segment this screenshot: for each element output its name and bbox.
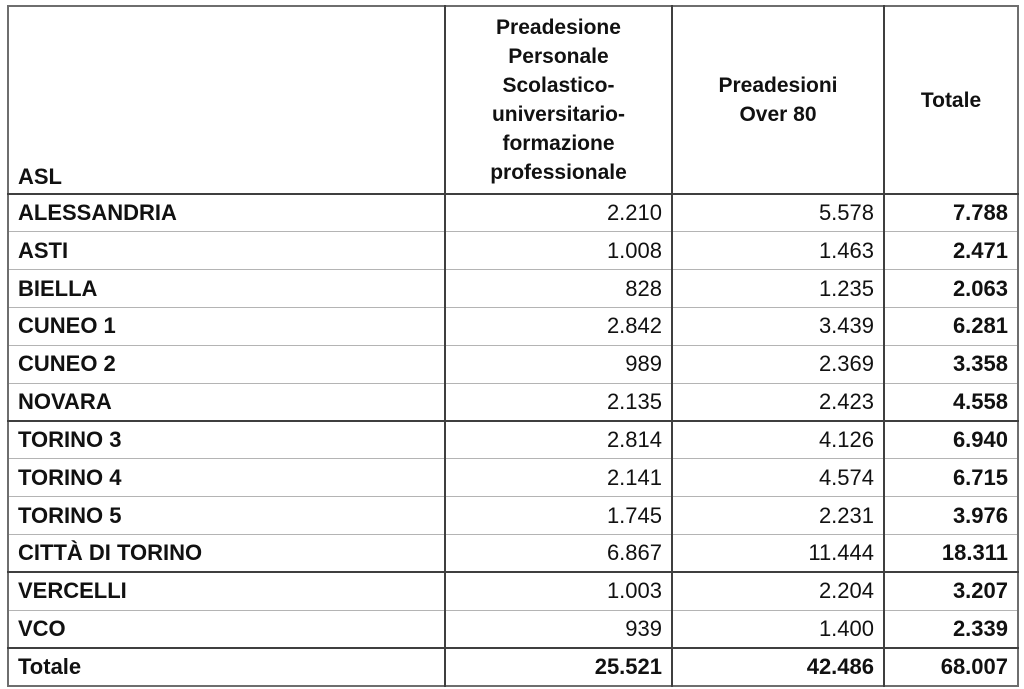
over80-value-cell: 1.463 bbox=[671, 231, 884, 270]
header-row: ASL Preadesione Personale Scolastico- un… bbox=[8, 6, 1018, 194]
school-value-cell: 2.141 bbox=[444, 458, 672, 497]
table-row: TORINO 4 2.141 4.574 6.715 bbox=[8, 458, 1018, 497]
school-value-cell: 1.003 bbox=[444, 572, 672, 611]
over80-value-cell: 1.400 bbox=[671, 610, 884, 648]
over80-value-cell: 2.231 bbox=[671, 496, 884, 535]
table-row: CUNEO 1 2.842 3.439 6.281 bbox=[8, 307, 1018, 346]
table-row: VCO 939 1.400 2.339 bbox=[8, 610, 1018, 648]
totale-value-cell: 7.788 bbox=[883, 194, 1018, 232]
asl-name-cell: CUNEO 1 bbox=[18, 313, 116, 339]
table-row: CUNEO 2 989 2.369 3.358 bbox=[8, 345, 1018, 384]
school-value-cell: 1.008 bbox=[444, 231, 672, 270]
total-row-label: Totale bbox=[18, 654, 82, 679]
over80-value-cell: 2.423 bbox=[671, 383, 884, 421]
school-value-cell: 1.745 bbox=[444, 496, 672, 535]
asl-name-cell: ALESSANDRIA bbox=[18, 200, 177, 226]
asl-name-cell: VERCELLI bbox=[18, 578, 127, 604]
asl-name-cell: CITTÀ DI TORINO bbox=[18, 540, 203, 566]
total-row: Totale 25.521 42.486 68.007 bbox=[8, 648, 1018, 686]
asl-name-cell: TORINO 4 bbox=[18, 464, 122, 490]
table-row: VERCELLI 1.003 2.204 3.207 bbox=[8, 572, 1018, 611]
table-row: TORINO 5 1.745 2.231 3.976 bbox=[8, 496, 1018, 535]
asl-name-cell: VCO bbox=[18, 615, 66, 641]
table-row: NOVARA 2.135 2.423 4.558 bbox=[8, 383, 1018, 421]
column-header-school: Preadesione Personale Scolastico- univer… bbox=[444, 6, 672, 194]
total-grand-value: 68.007 bbox=[883, 648, 1018, 686]
totale-value-cell: 2.471 bbox=[883, 231, 1018, 270]
totale-value-cell: 3.976 bbox=[883, 496, 1018, 535]
asl-name-cell: TORINO 3 bbox=[18, 427, 122, 453]
over80-value-cell: 1.235 bbox=[671, 269, 884, 308]
over80-value-cell: 3.439 bbox=[671, 307, 884, 346]
school-value-cell: 2.210 bbox=[444, 194, 672, 232]
asl-name-cell: BIELLA bbox=[18, 275, 98, 301]
table-row: ASTI 1.008 1.463 2.471 bbox=[8, 231, 1018, 270]
column-header-asl: ASL bbox=[18, 164, 62, 189]
table-row: BIELLA 828 1.235 2.063 bbox=[8, 269, 1018, 308]
totale-value-cell: 18.311 bbox=[883, 534, 1018, 573]
table-row: TORINO 3 2.814 4.126 6.940 bbox=[8, 420, 1018, 459]
table-row: CITTÀ DI TORINO 6.867 11.444 18.311 bbox=[8, 534, 1018, 573]
table-row: ALESSANDRIA 2.210 5.578 7.788 bbox=[8, 194, 1018, 232]
asl-name-cell: TORINO 5 bbox=[18, 502, 122, 528]
school-value-cell: 2.842 bbox=[444, 307, 672, 346]
totale-value-cell: 6.281 bbox=[883, 307, 1018, 346]
school-value-cell: 828 bbox=[444, 269, 672, 308]
asl-name-cell: ASTI bbox=[18, 237, 69, 263]
over80-value-cell: 4.574 bbox=[671, 458, 884, 497]
totale-value-cell: 2.339 bbox=[883, 610, 1018, 648]
preadesioni-table: ASL Preadesione Personale Scolastico- un… bbox=[7, 5, 1019, 687]
school-value-cell: 939 bbox=[444, 610, 672, 648]
asl-name-cell: NOVARA bbox=[18, 388, 112, 414]
table-body: ALESSANDRIA 2.210 5.578 7.788 ASTI 1.008… bbox=[8, 194, 1018, 648]
over80-value-cell: 4.126 bbox=[671, 420, 884, 459]
totale-value-cell: 6.940 bbox=[883, 420, 1018, 459]
totale-value-cell: 2.063 bbox=[883, 269, 1018, 308]
total-school-value: 25.521 bbox=[444, 648, 672, 686]
school-value-cell: 2.814 bbox=[444, 420, 672, 459]
column-header-over80: Preadesioni Over 80 bbox=[671, 6, 884, 194]
over80-value-cell: 2.204 bbox=[671, 572, 884, 611]
totale-value-cell: 6.715 bbox=[883, 458, 1018, 497]
totale-value-cell: 3.358 bbox=[883, 345, 1018, 384]
totale-value-cell: 4.558 bbox=[883, 383, 1018, 421]
totale-value-cell: 3.207 bbox=[883, 572, 1018, 611]
school-value-cell: 2.135 bbox=[444, 383, 672, 421]
asl-name-cell: CUNEO 2 bbox=[18, 351, 116, 377]
total-over80-value: 42.486 bbox=[671, 648, 884, 686]
school-value-cell: 6.867 bbox=[444, 534, 672, 573]
over80-value-cell: 11.444 bbox=[671, 534, 884, 573]
over80-value-cell: 2.369 bbox=[671, 345, 884, 384]
column-header-totale: Totale bbox=[883, 6, 1018, 194]
school-value-cell: 989 bbox=[444, 345, 672, 384]
over80-value-cell: 5.578 bbox=[671, 194, 884, 232]
